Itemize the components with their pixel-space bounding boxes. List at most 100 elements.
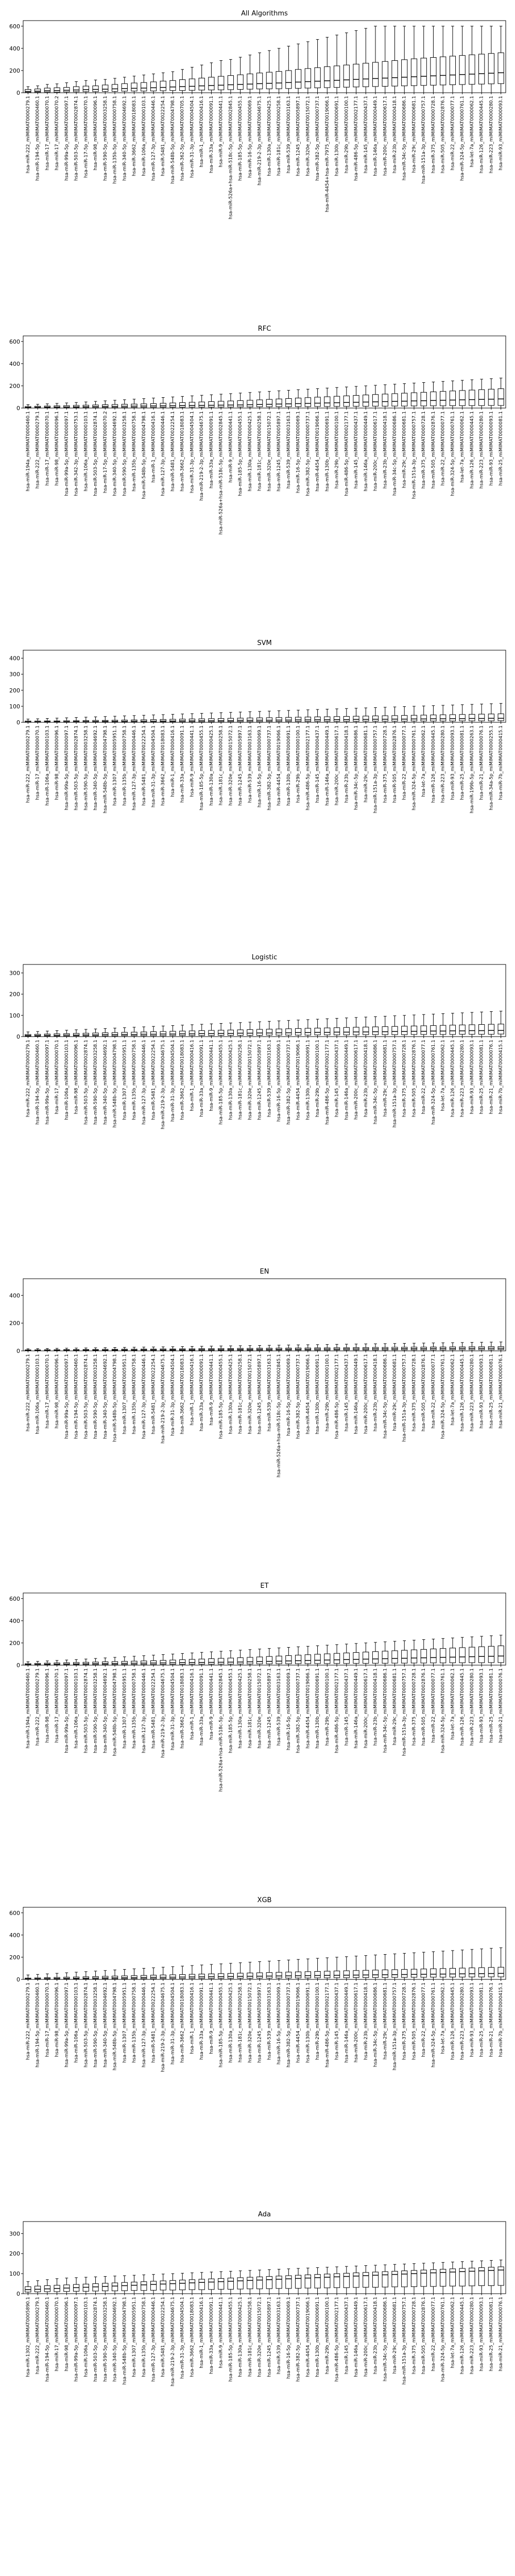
box-49 (497, 1635, 504, 1666)
x-tick-label: hsa-miR-34c-5p_miMIMAT0000686.1 (373, 1040, 379, 1124)
y-tick-label: 0 (16, 719, 20, 726)
box-iqr (227, 1973, 234, 1979)
x-tick-label: hsa-miR-200c_miMIMAT0000617.1 (364, 1668, 369, 1748)
x-tick-label: hsa-miR-99a-5p_miMIMAT0000097.1 (64, 1982, 70, 2067)
x-tick-label: hsa-miR-23b_miMIMAT0000418.1 (373, 1668, 379, 1745)
box-2 (44, 1660, 50, 1666)
x-tick-label: hsa-miR-31-3p_miMIMAT0004504.1 (170, 1040, 176, 1122)
x-tick-label: hsa-miR-23b_miMIMAT0000418.1 (364, 1040, 369, 1117)
box-iqr (459, 55, 466, 85)
box-9 (111, 400, 118, 409)
x-tick-label: hsa-miR-17-5p_miMIMAT0000070.1 (83, 96, 89, 178)
box-14 (160, 72, 166, 93)
y-tick-label: 300 (9, 970, 20, 976)
x-tick-label: hsa-miR-22_miMIMAT0000077.1 (431, 2297, 436, 2371)
x-tick-label: hsa-miR-151a-3p_miMIMAT0000757.1 (402, 2297, 407, 2385)
x-tick-label: hsa-miR-340-5p_miMIMAT0004692.1 (122, 96, 127, 181)
x-tick-label: hsa-miR-185-5p_miMIMAT0000455.1 (238, 96, 243, 181)
box-iqr (363, 395, 369, 407)
box-48 (488, 1948, 495, 1980)
x-tick-label: hsa-miR-23b_miMIMAT0000418.1 (364, 1982, 369, 2060)
box-iqr (188, 78, 196, 91)
box-iqr (401, 1026, 408, 1035)
y-tick-label: 400 (9, 655, 20, 662)
box-33 (343, 32, 350, 93)
box-iqr (73, 1033, 80, 1037)
box-iqr (391, 715, 398, 722)
box-41 (420, 2263, 427, 2294)
box-7 (92, 1028, 99, 1037)
box-47 (478, 1948, 485, 1980)
box-15 (169, 1025, 176, 1037)
box-iqr (410, 58, 418, 86)
box-iqr (372, 1026, 379, 1035)
x-tick-label: hsa-miR-31-3p_miMIMAT0004504.1 (170, 1982, 176, 2064)
box-11 (131, 715, 138, 723)
x-tick-label: hsa-miR-99a-5p_miMIMAT0000097.1 (64, 1668, 70, 1753)
x-tick-label: hsa-miR-16-5p_miMIMAT0000069.1 (296, 411, 301, 493)
x-tick-label: hsa-miR-29b_miMIMAT0000100.1 (296, 725, 301, 803)
x-tick-label: hsa-miR-127-3p_miMIMAT0000446.1 (151, 96, 156, 181)
x-tick-label: hsa-miR-9_miMIMAT0000441.1 (209, 1040, 214, 1111)
x-tick-label: hsa-miR-194a_miMIMAT0000460.1 (26, 411, 31, 492)
box-iqr (314, 2274, 321, 2289)
x-tick-label: hsa-miR-146a_miMIMAT0000449.1 (344, 1982, 349, 2063)
box-2 (44, 403, 50, 409)
box-46 (469, 26, 475, 93)
box-iqr (169, 1031, 176, 1036)
box-iqr (459, 1024, 466, 1035)
x-tick-label: hsa-miR-548b-5p_miMIMAT0004798.1 (103, 725, 108, 814)
x-tick-label: hsa-miR-29c_miMIMAT0000681.1 (402, 411, 407, 488)
x-tick-label: hsa-miR-539_miMIMAT0003163.1 (267, 1982, 272, 2060)
box-iqr (131, 82, 138, 92)
box-12 (141, 75, 147, 93)
box-47 (478, 1636, 485, 1666)
box-iqr (160, 2280, 166, 2291)
box-41 (420, 26, 427, 93)
x-tick-label: hsa-miR-340-5p_miMIMAT0004692.1 (93, 725, 98, 810)
box-iqr (488, 2267, 495, 2286)
box-iqr (314, 716, 321, 722)
x-tick-label: hsa-miR-219-2-3p_miMIMAT0004675.1 (170, 2297, 176, 2386)
box-iqr (440, 1648, 447, 1664)
y-tick-label: 400 (9, 361, 20, 367)
box-28 (295, 1646, 302, 1666)
box-40 (410, 706, 418, 723)
x-tick-label: hsa-miR-16-5p_miMIMAT0000069.1 (258, 725, 263, 807)
x-tick-label: hsa-miR-375_miMIMAT0000728.1 (421, 411, 426, 488)
x-tick-label: hsa-miR-29c_miMIMAT0000681.1 (411, 96, 417, 173)
box-40 (410, 2263, 418, 2294)
x-tick-label: hsa-miR-3662_miMIMAT0018083.1 (180, 1354, 185, 1434)
box-9 (111, 716, 118, 723)
box-5 (73, 717, 80, 723)
box-iqr (497, 714, 504, 721)
box-37 (382, 1641, 388, 1666)
box-42 (430, 1343, 437, 1351)
box-46 (469, 1342, 475, 1351)
x-tick-label: hsa-miR-548b-5p_miMIMAT0004798.1 (170, 96, 176, 184)
box-iqr (179, 1659, 186, 1665)
x-tick-label: hsa-miR-127-3p_miMIMAT0000446.1 (142, 1040, 147, 1125)
box-iqr (141, 1975, 147, 1979)
x-tick-label: hsa-miR-223_miMIMAT0000280.1 (441, 725, 446, 803)
box-2 (44, 2279, 50, 2294)
box-7 (92, 1658, 99, 1666)
box-iqr (188, 1030, 196, 1036)
x-tick-label: hsa-miR-3662_miMIMAT0018083.1 (180, 1668, 185, 1749)
box-21 (227, 59, 234, 93)
box-24 (256, 1345, 263, 1351)
box-iqr (459, 390, 466, 406)
box-37 (382, 1954, 388, 1980)
x-tick-label: hsa-miR-31-3p_miMIMAT0004504.1 (170, 1354, 176, 1436)
box-iqr (208, 718, 215, 722)
box-41 (420, 382, 427, 409)
x-tick-label: hsa-miR-382-5p_miMIMAT0000737.1 (296, 2297, 301, 2382)
box-iqr (141, 2281, 147, 2291)
x-tick-label: hsa-miR-526a+hsa-miR-518c-5p_miMIMAT0002… (228, 96, 233, 219)
box-20 (218, 1963, 225, 1980)
x-tick-label: hsa-miR-320e_miMIMAT0015072.1 (248, 1354, 253, 1434)
x-tick-label: hsa-miR-5481_miMIMAT0022254.1 (151, 1982, 156, 2063)
box-20 (218, 2271, 225, 2294)
x-tick-label: hsa-miR-99a-5p_miMIMAT0000097.1 (64, 411, 70, 496)
